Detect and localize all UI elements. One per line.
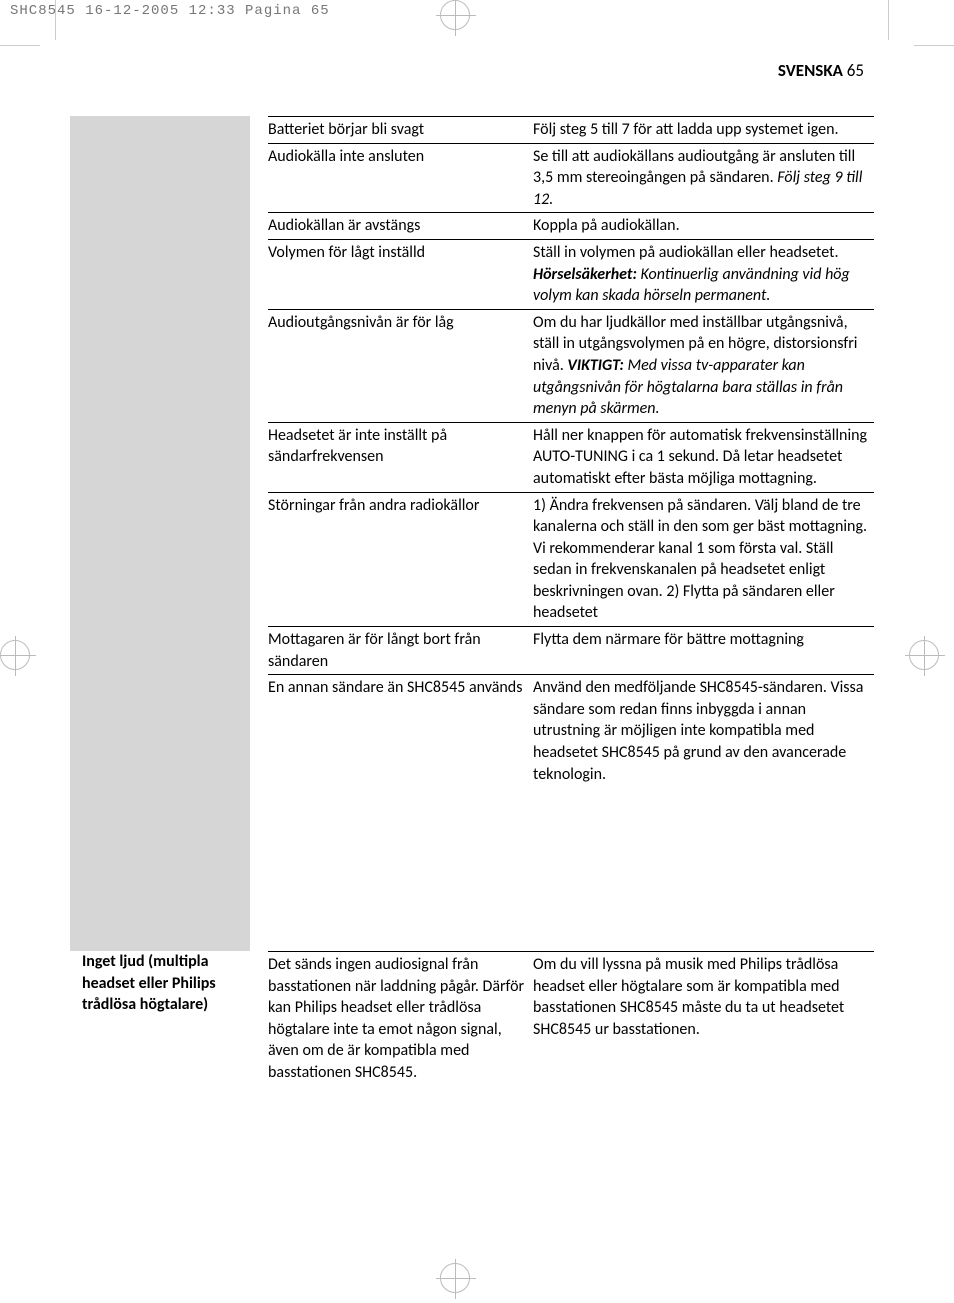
trim-mark bbox=[55, 0, 56, 40]
crop-mark-icon bbox=[0, 640, 30, 670]
troubleshooting-table-section2: Inget ljud (multipla headset eller Phili… bbox=[70, 951, 874, 1086]
solution-cell: Flytta dem närmare för bättre mottagning bbox=[533, 627, 874, 674]
crop-mark-icon bbox=[909, 640, 939, 670]
cause-cell: Det sänds ingen audiosignal från basstat… bbox=[268, 952, 533, 1086]
trim-mark bbox=[914, 45, 954, 46]
solution-cell: Ställ in volymen på audiokällan eller he… bbox=[533, 240, 874, 309]
table-row: Mottagaren är för långt bort från sändar… bbox=[268, 626, 874, 674]
table-row: Batteriet börjar bli svagt Följ steg 5 t… bbox=[268, 116, 874, 143]
table-row: En annan sändare än SHC8545 används Anvä… bbox=[268, 674, 874, 787]
cause-cell: En annan sändare än SHC8545 används bbox=[268, 675, 533, 787]
table-row: Headsetet är inte inställt på sändarfrek… bbox=[268, 422, 874, 492]
header-language: SVENSKA bbox=[778, 60, 843, 81]
table-row: Störningar från andra radiokällor 1) Änd… bbox=[268, 492, 874, 627]
table-row: Det sänds ingen audiosignal från basstat… bbox=[268, 951, 874, 1086]
page-content: SVENSKA 65 Batteriet börjar bli svagt Fö… bbox=[70, 60, 874, 1243]
page-header: SVENSKA 65 bbox=[70, 60, 874, 81]
cause-cell: Audioutgångsnivån är för låg bbox=[268, 310, 533, 422]
solution-cell: Om du vill lyssna på musik med Philips t… bbox=[533, 952, 874, 1086]
solution-cell: Håll ner knappen för automatisk frekvens… bbox=[533, 423, 874, 492]
solution-cell: Följ steg 5 till 7 för att ladda upp sys… bbox=[533, 117, 874, 143]
problem-label: Inget ljud (multipla headset eller Phili… bbox=[70, 951, 250, 1086]
crop-mark-icon bbox=[440, 0, 470, 30]
cause-cell: Batteriet börjar bli svagt bbox=[268, 117, 533, 143]
table-row: Audioutgångsnivån är för låg Om du har l… bbox=[268, 309, 874, 422]
troubleshooting-table: Batteriet börjar bli svagt Följ steg 5 t… bbox=[70, 116, 874, 951]
cause-cell: Mottagaren är för långt bort från sändar… bbox=[268, 627, 533, 674]
table-row: Volymen för lågt inställd Ställ in volym… bbox=[268, 239, 874, 309]
solution-cell: Se till att audiokällans audioutgång är … bbox=[533, 144, 874, 213]
header-page-number: 65 bbox=[847, 60, 864, 81]
cause-cell: Audiokälla inte ansluten bbox=[268, 144, 533, 213]
trim-mark bbox=[0, 45, 40, 46]
solution-cell: Om du har ljudkällor med inställbar utgå… bbox=[533, 310, 874, 422]
trim-mark bbox=[888, 0, 889, 40]
table-row: Audiokällan är avstängs Koppla på audiok… bbox=[268, 212, 874, 239]
cause-cell: Störningar från andra radiokällor bbox=[268, 493, 533, 627]
cause-cell: Volymen för lågt inställd bbox=[268, 240, 533, 309]
solution-cell: 1) Ändra frekvensen på sändaren. Välj bl… bbox=[533, 493, 874, 627]
print-metadata: SHC8545 16-12-2005 12:33 Pagina 65 bbox=[10, 3, 330, 19]
grey-sidebar bbox=[70, 116, 250, 951]
cause-cell: Audiokällan är avstängs bbox=[268, 213, 533, 239]
crop-mark-icon bbox=[440, 1263, 470, 1293]
solution-cell: Koppla på audiokällan. bbox=[533, 213, 874, 239]
table-row: Audiokälla inte ansluten Se till att aud… bbox=[268, 143, 874, 213]
solution-cell: Använd den medföljande SHC8545-sändaren.… bbox=[533, 675, 874, 787]
cause-cell: Headsetet är inte inställt på sändarfrek… bbox=[268, 423, 533, 492]
